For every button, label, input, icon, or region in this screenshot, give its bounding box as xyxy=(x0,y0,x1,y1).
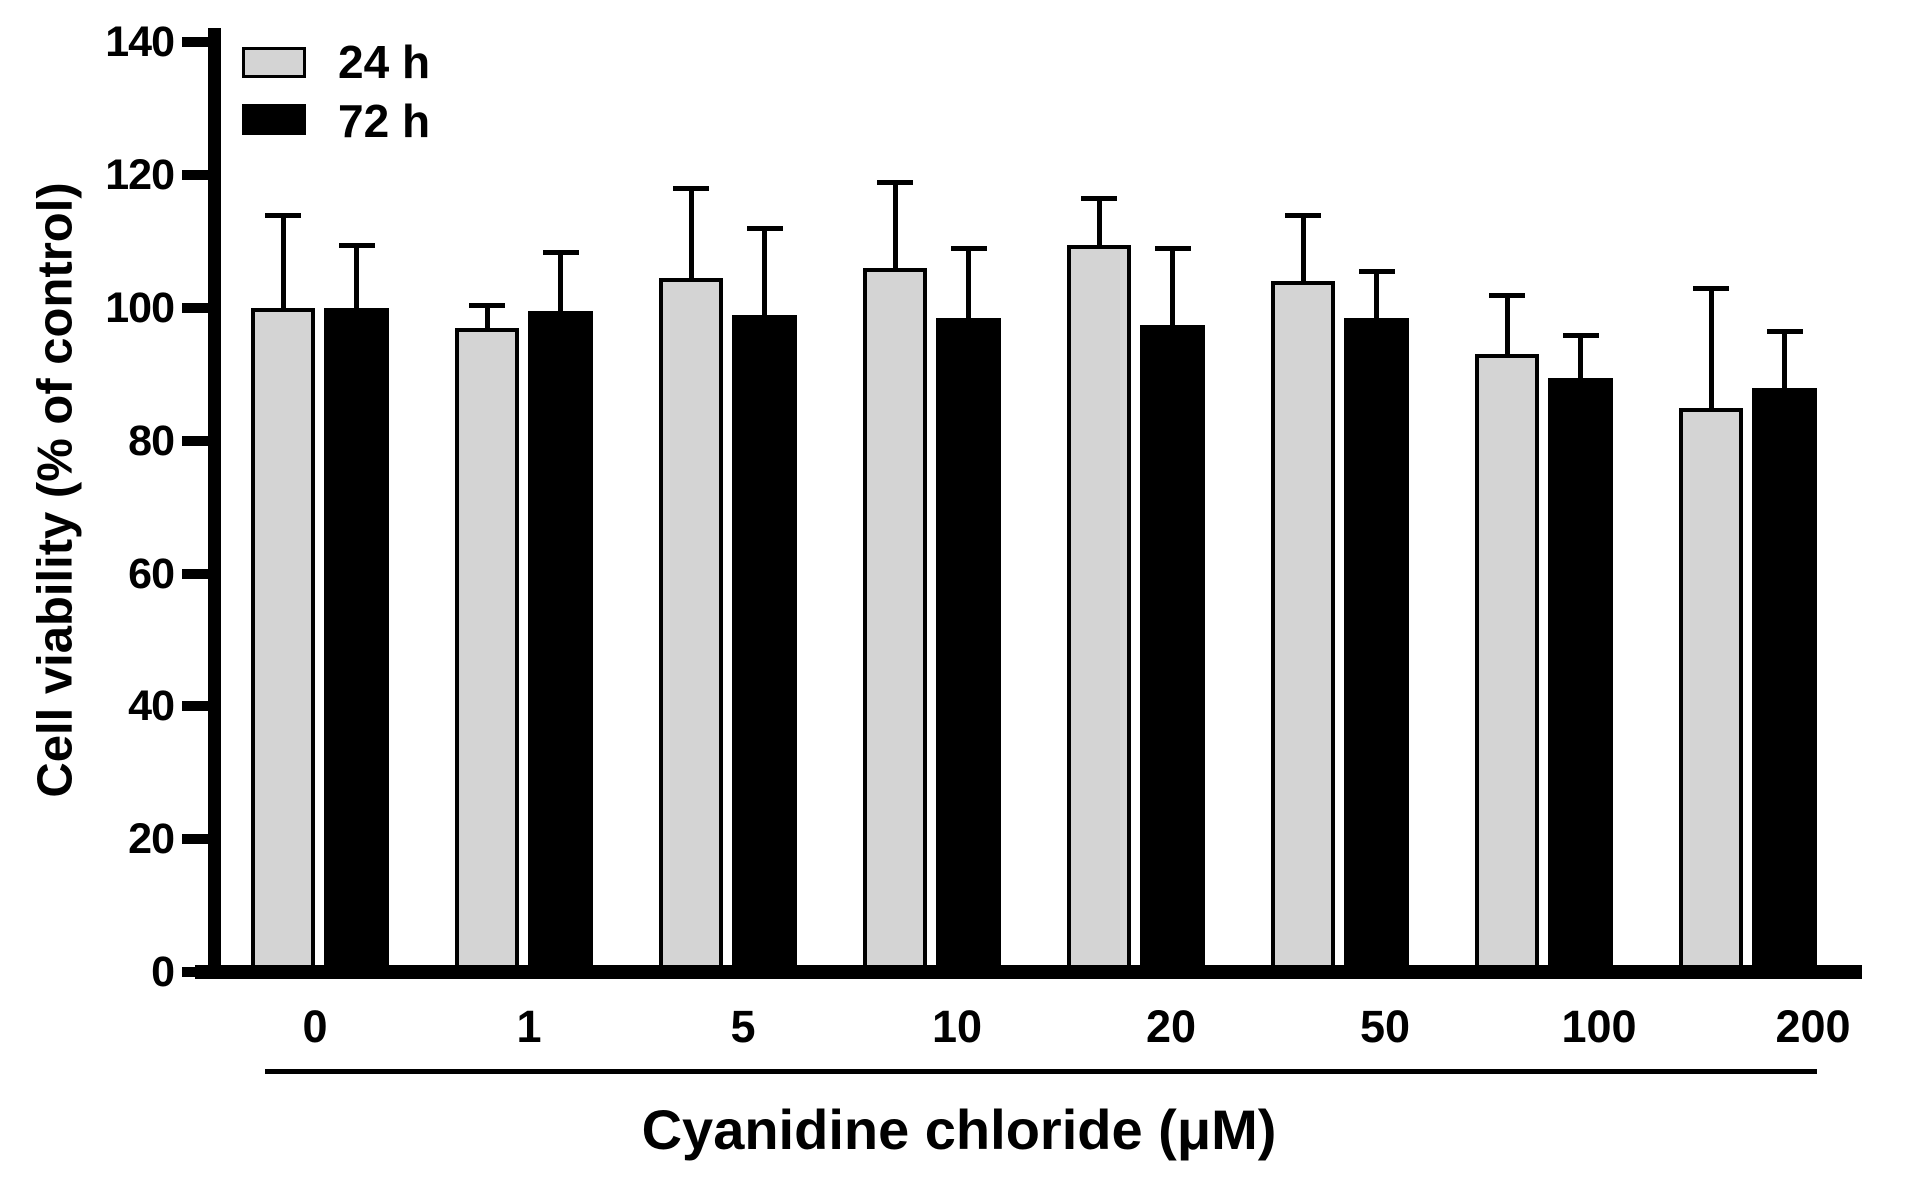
y-axis-line xyxy=(208,28,221,979)
error-bar-line-72h-5 xyxy=(762,228,767,323)
y-tick-100 xyxy=(182,303,212,313)
error-bar-line-24h-100 xyxy=(1505,295,1510,362)
y-tick-label-140: 140 xyxy=(105,18,175,66)
bar-24h-100 xyxy=(1475,354,1539,972)
y-tick-80 xyxy=(182,436,212,446)
error-bar-cap-72h-100 xyxy=(1563,333,1599,338)
y-tick-140 xyxy=(182,37,212,47)
error-bar-cap-24h-50 xyxy=(1285,213,1321,218)
legend: 24 h 72 h xyxy=(0,0,600,160)
bar-24h-0 xyxy=(251,308,315,972)
error-bar-line-72h-100 xyxy=(1578,335,1583,386)
y-tick-label-20: 20 xyxy=(128,815,175,863)
legend-swatch-24h xyxy=(242,47,306,78)
bar-24h-5 xyxy=(659,278,723,972)
legend-label-24h: 24 h xyxy=(338,36,431,88)
legend-swatch-72h xyxy=(242,104,306,135)
error-bar-cap-72h-10 xyxy=(951,246,987,251)
x-tick-label-100: 100 xyxy=(1561,1001,1637,1052)
error-bar-line-24h-1 xyxy=(485,305,490,336)
bar-72h-1 xyxy=(528,311,593,972)
x-tick-label-0: 0 xyxy=(302,1001,328,1052)
error-bar-cap-24h-0 xyxy=(265,213,301,218)
error-bar-line-72h-200 xyxy=(1782,331,1787,396)
bar-72h-20 xyxy=(1140,325,1205,972)
bar-72h-0 xyxy=(324,308,389,972)
error-bar-line-72h-1 xyxy=(558,252,563,319)
y-tick-20 xyxy=(182,834,212,844)
error-bar-cap-24h-10 xyxy=(877,180,913,185)
bar-24h-50 xyxy=(1271,281,1335,972)
error-bar-cap-72h-20 xyxy=(1155,246,1191,251)
y-tick-label-100: 100 xyxy=(105,284,175,332)
x-tick-label-1: 1 xyxy=(516,1001,542,1052)
bar-72h-5 xyxy=(732,315,797,972)
y-tick-label-80: 80 xyxy=(128,417,175,465)
legend-label-72h: 72 h xyxy=(338,95,431,147)
x-tick-label-50: 50 xyxy=(1359,1001,1411,1052)
error-bar-cap-72h-50 xyxy=(1359,269,1395,274)
y-tick-label-40: 40 xyxy=(128,682,175,730)
bar-72h-200 xyxy=(1752,388,1817,972)
bar-72h-10 xyxy=(936,318,1001,972)
y-tick-40 xyxy=(182,701,212,711)
y-tick-label-120: 120 xyxy=(105,151,175,199)
error-bar-cap-24h-200 xyxy=(1693,286,1729,291)
x-axis-line xyxy=(195,965,1862,979)
error-bar-line-72h-20 xyxy=(1170,248,1175,333)
error-bar-line-72h-0 xyxy=(354,245,359,316)
x-category-underline xyxy=(265,1069,1817,1074)
bar-72h-50 xyxy=(1344,318,1409,972)
bar-24h-10 xyxy=(863,268,927,972)
bar-24h-200 xyxy=(1679,408,1743,972)
y-tick-60 xyxy=(182,569,212,579)
error-bar-cap-72h-200 xyxy=(1767,329,1803,334)
error-bar-line-24h-50 xyxy=(1301,215,1306,289)
error-bar-line-24h-20 xyxy=(1097,198,1102,253)
x-tick-label-20: 20 xyxy=(1145,1001,1197,1052)
x-axis-title: Cyanidine chloride (μM) xyxy=(641,1098,1277,1161)
error-bar-cap-24h-20 xyxy=(1081,196,1117,201)
error-bar-cap-72h-5 xyxy=(747,226,783,231)
error-bar-line-24h-200 xyxy=(1709,288,1714,416)
error-bar-line-24h-10 xyxy=(893,182,898,276)
error-bar-line-24h-5 xyxy=(689,188,694,286)
x-tick-label-5: 5 xyxy=(730,1001,756,1052)
error-bar-cap-24h-1 xyxy=(469,303,505,308)
bar-72h-100 xyxy=(1548,378,1613,972)
x-tick-label-10: 10 xyxy=(931,1001,983,1052)
error-bar-line-72h-10 xyxy=(966,248,971,326)
error-bar-line-72h-50 xyxy=(1374,271,1379,326)
error-bar-line-24h-0 xyxy=(281,215,286,316)
bar-24h-1 xyxy=(455,328,519,972)
error-bar-cap-24h-5 xyxy=(673,186,709,191)
error-bar-cap-24h-100 xyxy=(1489,293,1525,298)
bar-24h-20 xyxy=(1067,245,1131,972)
error-bar-cap-72h-0 xyxy=(339,243,375,248)
y-tick-label-0: 0 xyxy=(151,948,175,996)
error-bar-cap-72h-1 xyxy=(543,250,579,255)
y-tick-120 xyxy=(182,170,212,180)
y-tick-label-60: 60 xyxy=(128,550,175,598)
x-tick-label-200: 200 xyxy=(1775,1001,1851,1052)
